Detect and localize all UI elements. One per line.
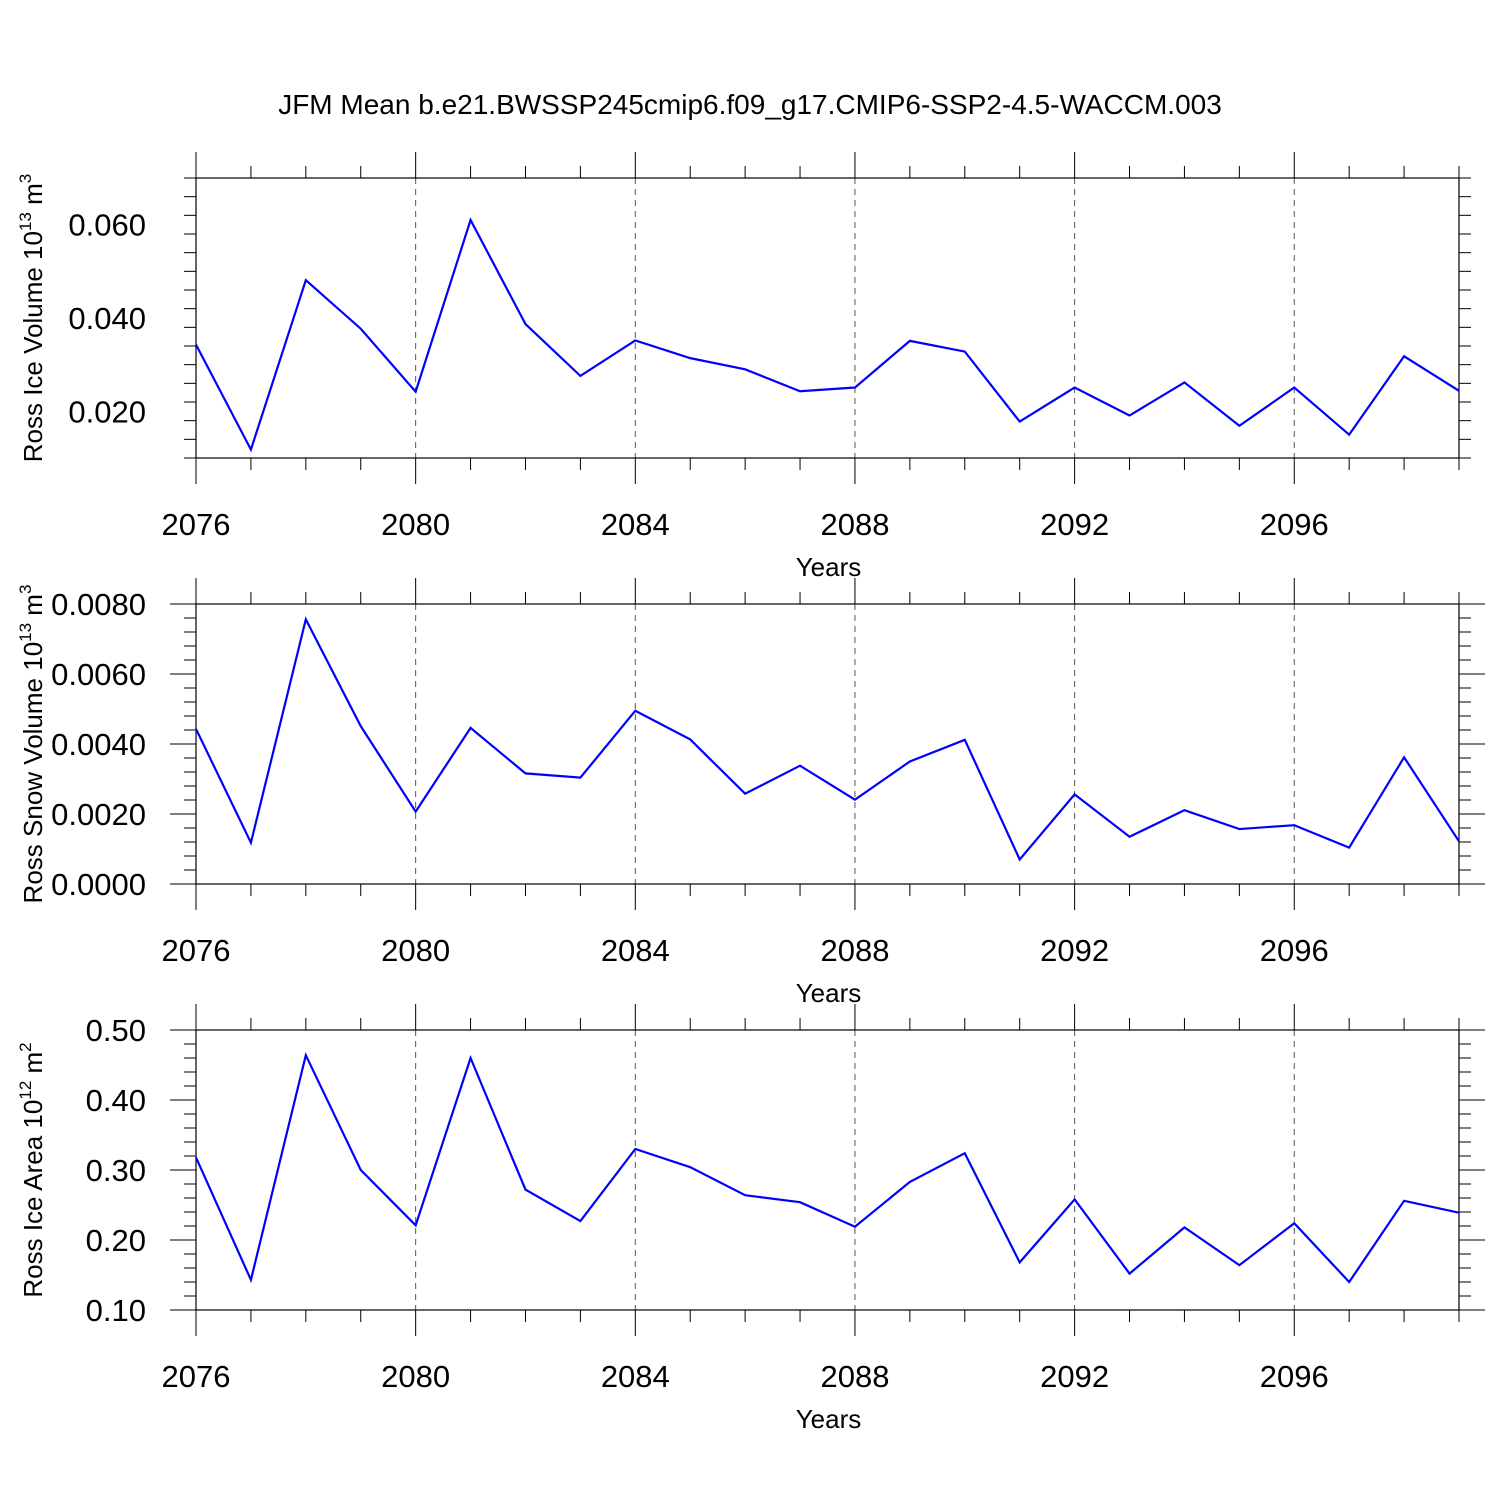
y-axis-title: Ross Ice Volume 1013 m3 [16,174,48,463]
y-tick-label: 0.060 [68,208,146,243]
y-tick-label: 0.0000 [51,867,146,902]
x-tick-label: 2084 [601,507,670,542]
x-tick-label: 2088 [820,1359,889,1394]
series-line [195,616,1460,862]
y-tick-label: 0.0020 [51,797,146,832]
plot-frame [195,177,1460,459]
y-tick-label: 0.50 [86,1013,146,1048]
y-tick-label: 0.040 [68,301,146,336]
y-tick-label: 0.20 [86,1223,146,1258]
x-axis-title: Years [796,978,862,1008]
x-tick-label: 2076 [162,1359,231,1394]
y-tick-label: 0.020 [68,394,146,429]
y-tick-label: 0.0040 [51,727,146,762]
series-line [195,217,1460,453]
x-tick-label: 2088 [820,933,889,968]
y-tick-label: 0.0060 [51,657,146,692]
chart-panel-1: 0.020 0.040 0.060 2076 2080 2084 2088 2092 2096 Y… [16,152,1471,582]
x-tick-label: 2076 [162,507,231,542]
x-tick-label: 2092 [1040,507,1109,542]
x-tick-label: 2092 [1040,1359,1109,1394]
x-tick-label: 2080 [381,1359,450,1394]
x-tick-label: 2096 [1260,1359,1329,1394]
y-axis-title: Ross Snow Volume 1013 m3 [16,585,48,904]
x-tick-label: 2084 [601,933,670,968]
x-axis-title: Years [796,552,862,582]
chart-panel-2: 0.0000 0.0020 0.0040 0.0060 0.0080 2076 2080 20… [16,578,1485,1008]
y-tick-label: 0.0080 [51,587,146,622]
plot-frame [195,603,1460,885]
x-tick-label: 2092 [1040,933,1109,968]
plot-frame [195,1029,1460,1311]
chart-panel-3: 0.10 0.20 0.30 0.40 0.50 2076 2080 2084 2088 2092… [16,1004,1485,1434]
y-tick-label: 0.10 [86,1293,146,1328]
x-tick-label: 2080 [381,507,450,542]
x-axis-title: Years [796,1404,862,1434]
y-tick-label: 0.40 [86,1083,146,1118]
y-tick-label: 0.30 [86,1153,146,1188]
x-tick-label: 2084 [601,1359,670,1394]
y-axis-title: Ross Ice Area 1012 m2 [16,1042,48,1297]
x-tick-label: 2076 [162,933,231,968]
series-line [194,1051,1460,1284]
x-tick-label: 2096 [1260,933,1329,968]
x-tick-label: 2096 [1260,507,1329,542]
x-tick-label: 2080 [381,933,450,968]
chart-title: JFM Mean b.e21.BWSSP245cmip6.f09_g17.CMI… [278,89,1222,120]
x-tick-label: 2088 [820,507,889,542]
